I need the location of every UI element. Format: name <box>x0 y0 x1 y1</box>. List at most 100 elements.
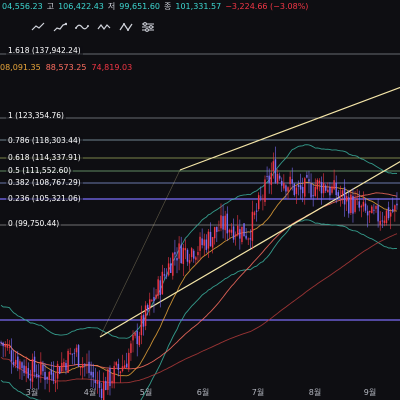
candle-body <box>293 183 296 196</box>
wave-icon[interactable] <box>96 20 112 34</box>
month-label: 8월 <box>308 388 322 397</box>
candle-body <box>318 180 321 184</box>
candle-body <box>383 220 386 223</box>
candle-body <box>153 297 155 301</box>
candle-body <box>356 199 358 200</box>
trend-up-icon[interactable] <box>52 20 68 34</box>
pattern-icon[interactable] <box>118 20 134 34</box>
candle-body <box>274 159 277 183</box>
candle-body <box>14 359 17 365</box>
candle-body <box>368 210 371 213</box>
month-label: 3월 <box>25 388 39 397</box>
candle-body <box>128 352 130 369</box>
candle-body <box>392 209 394 212</box>
candle-body <box>180 244 182 264</box>
moving-average-legend: 08,091.35 88,573.25 74,819.03 <box>0 62 132 74</box>
candle-body <box>190 248 193 258</box>
candle-body <box>52 372 55 381</box>
candle-body <box>222 216 224 230</box>
candle-body <box>320 182 323 194</box>
candle-body <box>299 185 302 190</box>
candle-body <box>117 363 120 370</box>
candle-body <box>247 238 249 240</box>
candle-body <box>178 243 180 259</box>
candle-body <box>218 230 220 232</box>
fib-level-label: 0.236 (105,321.06) <box>6 194 83 203</box>
candle-body <box>272 161 275 172</box>
candle-body <box>123 365 126 369</box>
trend-channel[interactable] <box>99 80 400 338</box>
ma2-value: 88,573.25 <box>45 63 87 72</box>
candle-body <box>276 174 279 183</box>
sliders-icon[interactable] <box>140 20 156 34</box>
candle-body <box>237 225 239 236</box>
candle-body <box>348 197 350 214</box>
candle-body <box>27 368 30 378</box>
candle-body <box>77 345 80 367</box>
candle-body <box>207 231 210 249</box>
candle-body <box>396 203 398 206</box>
candle-body <box>389 212 392 217</box>
candle-body <box>98 381 101 388</box>
candle-body <box>8 347 11 348</box>
candle-body <box>184 248 187 251</box>
candle-body <box>195 257 197 260</box>
candle-body <box>138 335 141 346</box>
candle-body <box>151 299 153 301</box>
candle-body <box>310 183 312 198</box>
candle-body <box>232 226 235 240</box>
candle-body <box>38 374 40 378</box>
candle-body <box>82 364 84 368</box>
ma-line-mid <box>0 192 398 370</box>
low-value: 99,651.60 <box>119 2 160 11</box>
candle-body <box>172 253 174 276</box>
candle-body <box>312 195 314 197</box>
candle-body <box>6 345 9 348</box>
candle-body <box>132 335 134 341</box>
wave-icon[interactable] <box>74 20 90 34</box>
open-value: 04,556.23 <box>2 2 43 11</box>
candle-body <box>90 371 92 376</box>
ma1-value: 08,091.35 <box>0 63 41 72</box>
moving-averages <box>0 144 398 400</box>
candle-body <box>165 275 168 277</box>
candle-body <box>121 366 124 372</box>
candle-body <box>115 362 117 366</box>
candle-body <box>19 361 21 370</box>
ma-line-short <box>0 181 398 377</box>
line-chart-icon[interactable] <box>30 20 46 34</box>
candle-body <box>360 205 363 208</box>
candle-body <box>159 280 161 295</box>
ma-line-long <box>0 233 398 384</box>
candle-body <box>268 175 270 184</box>
candle-body <box>35 373 38 377</box>
candle-body <box>119 371 122 374</box>
ohlc-legend: 04,556.23 고 106,422.43 저 99,651.60 종 101… <box>0 0 308 16</box>
candle-body <box>205 239 208 250</box>
candle-body <box>257 195 260 210</box>
candle-body <box>281 180 283 186</box>
candle-body <box>241 226 243 243</box>
candle-body <box>84 364 86 366</box>
bollinger-lower <box>0 219 398 400</box>
candle-body <box>304 178 306 197</box>
candle-body <box>291 179 293 184</box>
fib-level-label: 0.618 (114,337.91) <box>6 153 83 162</box>
candle-body <box>113 365 115 384</box>
candle-body <box>285 185 287 192</box>
candle-body <box>193 250 195 259</box>
candle-body <box>54 381 57 384</box>
candle-body <box>163 274 166 276</box>
candle-body <box>270 172 273 185</box>
candle-body <box>102 381 105 400</box>
candle-body <box>10 350 13 362</box>
month-label: 7월 <box>251 388 265 397</box>
candle-body <box>88 361 90 374</box>
candle-body <box>343 187 346 205</box>
candle-body <box>255 210 258 212</box>
candle-body <box>67 350 69 374</box>
candle-body <box>136 330 138 345</box>
candle-body <box>249 238 252 240</box>
fib-level-label: 0.5 (111,552.60) <box>6 166 74 175</box>
candle-body <box>33 356 36 373</box>
